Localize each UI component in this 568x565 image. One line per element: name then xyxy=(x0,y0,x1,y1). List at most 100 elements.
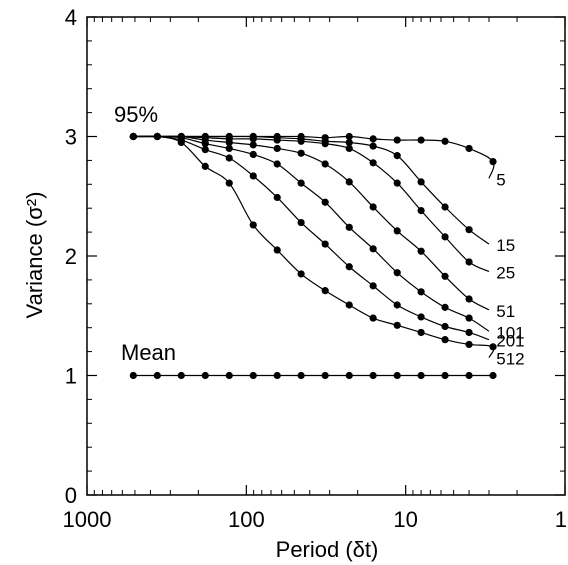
point-101 xyxy=(417,288,425,296)
point-25 xyxy=(417,206,425,215)
x-tick-label: 10 xyxy=(393,507,417,532)
point-25 xyxy=(297,137,305,145)
plot-frame xyxy=(86,16,566,496)
y-tick-label: 1 xyxy=(65,364,77,389)
point-201 xyxy=(369,282,377,290)
point-15 xyxy=(441,203,449,211)
point-5 xyxy=(345,132,353,141)
point-101 xyxy=(201,140,209,148)
series-label-5: 5 xyxy=(496,170,505,189)
mean-point xyxy=(297,371,305,380)
y-tick-label: 0 xyxy=(65,483,77,508)
point-25 xyxy=(369,159,377,167)
point-5 xyxy=(441,137,449,145)
mean-point xyxy=(153,371,161,380)
series-label-101: 101 xyxy=(496,323,524,342)
point-201 xyxy=(321,240,329,248)
point-15 xyxy=(465,226,473,234)
point-201 xyxy=(297,218,305,227)
point-512 xyxy=(273,246,281,254)
point-51 xyxy=(465,295,473,303)
point-512 xyxy=(369,314,377,322)
point-25 xyxy=(465,258,473,266)
point-51 xyxy=(297,149,305,157)
point-51 xyxy=(345,178,353,186)
point-201 xyxy=(273,193,281,202)
point-512 xyxy=(417,328,425,337)
point-25 xyxy=(273,136,281,144)
point-201 xyxy=(201,146,209,154)
point-15 xyxy=(393,152,401,160)
point-512 xyxy=(249,221,257,229)
point-201 xyxy=(225,154,233,162)
point-101 xyxy=(225,144,233,153)
point-201 xyxy=(417,313,425,321)
point-5 xyxy=(417,136,425,144)
point-101 xyxy=(345,223,353,231)
mean-point xyxy=(393,371,401,380)
curve-25 xyxy=(133,135,490,273)
point-101 xyxy=(273,160,281,168)
point-512 xyxy=(129,132,137,141)
point-25 xyxy=(393,179,401,187)
mean-point xyxy=(321,371,329,380)
point-101 xyxy=(249,150,257,159)
mean-point xyxy=(249,371,257,380)
point-101 xyxy=(297,179,305,187)
point-5 xyxy=(489,157,497,166)
mean-point xyxy=(273,371,281,380)
series-label-15: 15 xyxy=(496,236,515,255)
point-25 xyxy=(345,144,353,153)
series-label-51: 51 xyxy=(496,302,515,321)
series-points xyxy=(129,132,497,380)
point-51 xyxy=(321,160,329,168)
point-512 xyxy=(225,179,233,187)
point-51 xyxy=(417,247,425,255)
point-51 xyxy=(369,203,377,211)
x-tick-label: 100 xyxy=(228,507,265,532)
point-5 xyxy=(393,136,401,144)
mean-point xyxy=(417,371,425,380)
series-curves xyxy=(133,135,495,377)
annotation-mean: Mean xyxy=(121,340,176,365)
point-25 xyxy=(441,233,449,241)
point-512 xyxy=(321,287,329,295)
curve-51 xyxy=(133,135,490,311)
mean-point xyxy=(177,371,185,380)
point-101 xyxy=(441,303,449,311)
point-51 xyxy=(225,138,233,147)
point-5 xyxy=(465,144,473,153)
series-label-512: 512 xyxy=(496,350,524,369)
point-512 xyxy=(177,138,185,147)
point-512 xyxy=(201,162,209,170)
mean-point xyxy=(129,371,137,380)
annotation-95: 95% xyxy=(114,102,158,127)
point-512 xyxy=(489,343,497,351)
point-25 xyxy=(321,140,329,148)
point-201 xyxy=(345,263,353,271)
point-15 xyxy=(417,178,425,186)
point-101 xyxy=(393,269,401,277)
point-512 xyxy=(393,321,401,329)
series-label-25: 25 xyxy=(496,264,515,283)
point-512 xyxy=(441,336,449,344)
point-15 xyxy=(369,142,377,150)
mean-point xyxy=(369,371,377,380)
mean-point xyxy=(225,371,233,380)
point-25 xyxy=(249,135,257,143)
curve-201 xyxy=(133,135,490,341)
point-15 xyxy=(345,138,353,147)
x-axis-title: Period (δt) xyxy=(276,537,379,562)
point-512 xyxy=(297,270,305,278)
mean-point xyxy=(201,371,209,380)
point-51 xyxy=(393,227,401,235)
point-201 xyxy=(393,301,401,309)
point-512 xyxy=(345,301,353,309)
y-tick-label: 3 xyxy=(65,125,77,150)
point-201 xyxy=(441,322,449,331)
mean-point xyxy=(441,371,449,380)
point-5 xyxy=(369,135,377,143)
